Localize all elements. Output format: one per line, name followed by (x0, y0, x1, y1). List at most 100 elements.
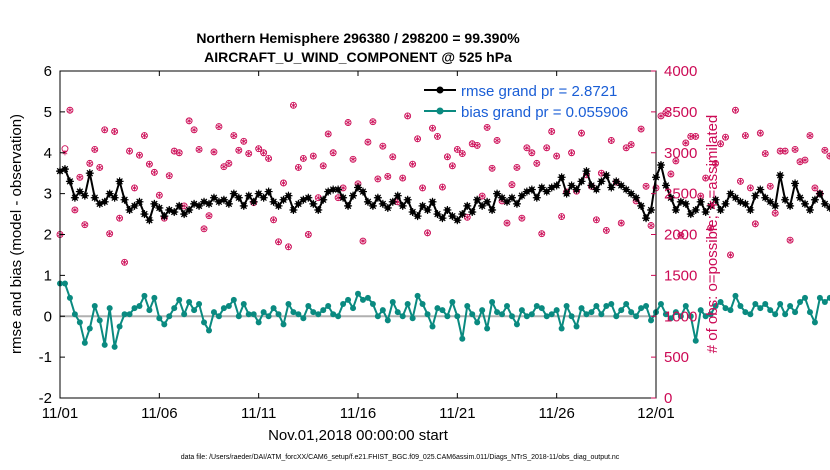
rmse-point (279, 195, 288, 204)
rmse-point (512, 199, 521, 208)
obs-possible-marker (126, 147, 133, 155)
obs-possible-marker (245, 150, 253, 158)
obs-possible-marker (205, 212, 213, 220)
right-axis-label: # of obs: o=possible; ∗=assimilated (704, 115, 721, 354)
obs-assimilated-marker (688, 133, 694, 139)
bias-point (727, 307, 734, 314)
obs-assimilated-marker (668, 171, 674, 177)
obs-possible-marker (687, 132, 695, 140)
obs-possible-marker (438, 183, 446, 191)
obs-assimilated-marker (82, 222, 88, 228)
rmse-point (170, 208, 179, 217)
obs-possible-marker (786, 236, 794, 244)
rmse-point (507, 193, 516, 202)
obs-assimilated-marker (752, 221, 758, 227)
rmse-point (378, 199, 387, 208)
bias-point (404, 300, 411, 307)
x-tick-label: 11/11 (241, 405, 276, 422)
obs-possible-marker (781, 147, 789, 155)
bias-point (176, 296, 183, 303)
obs-assimilated-marker (281, 180, 286, 186)
obs-possible-marker (518, 214, 526, 222)
obs-assimilated-marker (608, 137, 614, 144)
x-tick-label: 11/01 (42, 405, 78, 422)
rmse-point (358, 187, 367, 196)
rmse-point (423, 205, 432, 214)
rmse-point (632, 193, 641, 202)
bias-point (230, 296, 237, 303)
bias-point (290, 309, 297, 316)
obs-assimilated-marker (92, 146, 98, 153)
rmse-point (428, 197, 437, 206)
bias-point (826, 294, 830, 301)
bias-point (454, 313, 461, 320)
obs-assimilated-marker (405, 113, 411, 119)
bias-point (325, 303, 332, 310)
rmse-point (453, 216, 462, 225)
data-file-footnote: data file: /Users/raeder/DAI/ATM_forcXX/… (181, 454, 620, 461)
x-tick-label: 11/16 (340, 405, 376, 422)
left-tick-label: 2 (44, 227, 52, 244)
obs-assimilated-marker (156, 192, 162, 198)
bias-point (797, 298, 804, 305)
rmse-point (75, 187, 84, 196)
bias-point (66, 294, 73, 301)
obs-assimilated-marker (623, 145, 629, 151)
bias-point (330, 311, 337, 318)
obs-possible-marker (622, 144, 630, 152)
rmse-point (681, 199, 690, 208)
bias-point (578, 305, 585, 312)
obs-assimilated-marker (181, 203, 187, 209)
obs-possible-marker (71, 206, 79, 214)
obs-assimilated-marker (132, 185, 137, 191)
bias-point (638, 305, 645, 312)
right-tick-label: 1000 (664, 308, 697, 325)
obs-possible-marker (319, 162, 327, 170)
obs-possible-marker (344, 119, 352, 126)
obs-possible-marker (235, 146, 243, 154)
rmse-point (468, 208, 477, 217)
rmse-point (493, 189, 502, 198)
obs-possible-marker (602, 226, 610, 234)
right-axis-ticks: 0 500 1000 1500 2000 2500 3000 3500 4000 (651, 63, 697, 407)
obs-assimilated-marker (603, 227, 609, 234)
bias-point (210, 309, 217, 316)
rmse-point (120, 195, 129, 204)
rmse-point (195, 201, 204, 210)
bias-point (811, 319, 818, 326)
obs-possible-marker (131, 184, 138, 192)
bias-point (315, 311, 322, 318)
bias-point (61, 280, 68, 287)
obs-possible-marker (170, 147, 178, 155)
rmse-point (656, 161, 665, 170)
rmse-point (622, 185, 631, 194)
obs-possible-marker (165, 172, 173, 180)
obs-possible-marker (384, 173, 392, 180)
rmse-point (438, 214, 447, 223)
obs-assimilated-marker (673, 158, 679, 164)
rmse-point (537, 183, 546, 192)
obs-assimilated-marker (648, 222, 654, 229)
bias-point (504, 303, 510, 310)
obs-assimilated-marker (127, 148, 132, 154)
obs-assimilated-marker (236, 147, 242, 153)
obs-possible-marker (672, 157, 680, 165)
rmse-point (244, 191, 253, 200)
rmse-point (150, 199, 159, 208)
bias-point (583, 311, 590, 318)
obs-possible-marker (220, 163, 228, 171)
rmse-point (781, 195, 790, 204)
bias-point (399, 313, 406, 320)
bias-point (533, 303, 540, 310)
rmse-point (334, 185, 343, 194)
obs-possible-marker (702, 174, 710, 182)
obs-possible-marker (116, 214, 124, 222)
bias-point (131, 305, 138, 312)
obs-assimilated-marker (787, 237, 793, 243)
rmse-point (473, 195, 482, 204)
obs-possible-marker (682, 139, 690, 147)
legend-bias-label: bias grand pr = 0.055906 (461, 104, 628, 121)
obs-assimilated-marker (400, 175, 406, 181)
bias-point (548, 311, 555, 318)
bias-point (359, 296, 366, 303)
